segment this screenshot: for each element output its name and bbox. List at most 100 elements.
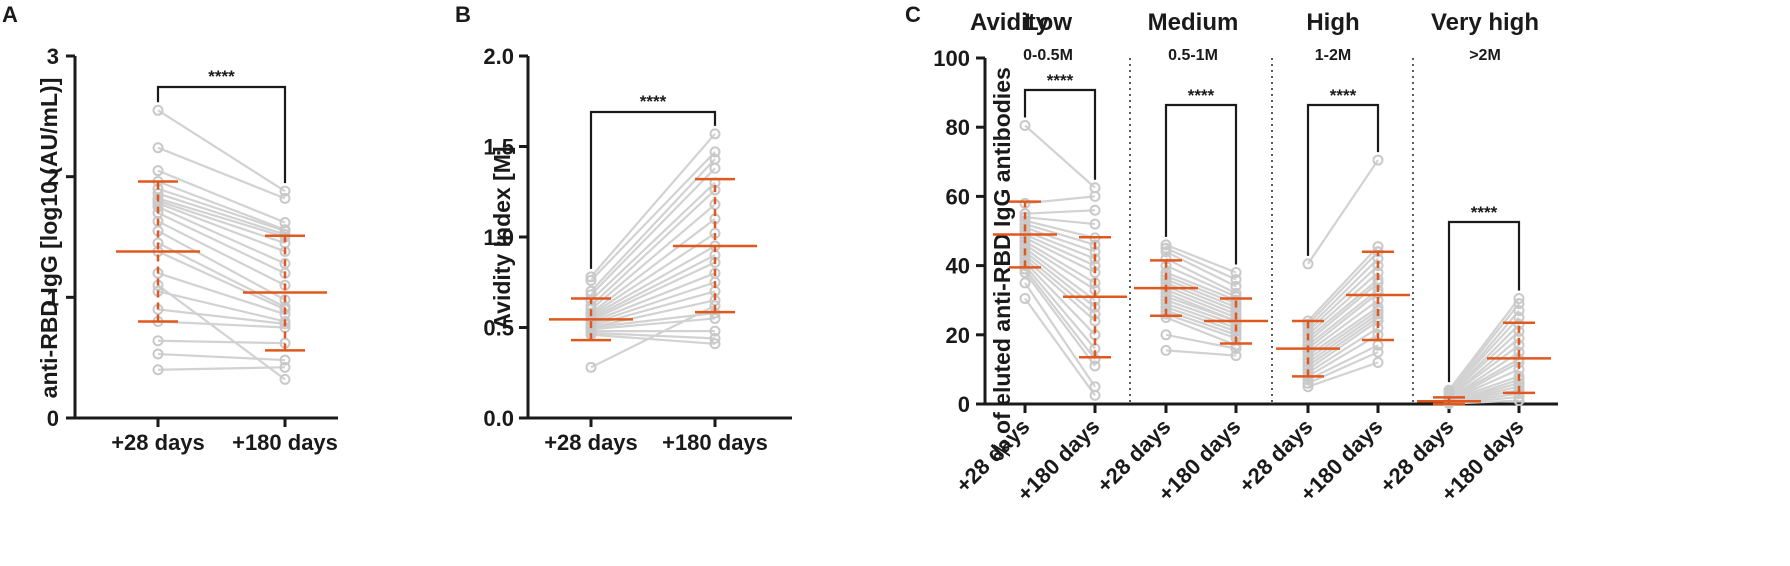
panel-c-low-pair-line [1024, 247, 1096, 302]
panel-a-point-t1 [152, 348, 164, 360]
panel-c-ylabel: % of eluted anti-RBD IgG antibodies [989, 67, 1015, 461]
panel-b-point-t2 [709, 128, 721, 140]
panel-b-pair-line [590, 304, 716, 369]
panel-c-medium-pair-line [1165, 250, 1237, 288]
panel-b-ytick-label: 2.0 [483, 44, 514, 69]
panel-c-high-pair-line [1307, 282, 1379, 343]
panel-c-low-point-t2 [1089, 389, 1101, 401]
panel-c-high-pair-line [1307, 271, 1379, 336]
panel-b-point-t2 [709, 332, 721, 344]
panel-c-high-point-t2 [1372, 346, 1384, 358]
panel-c-low-point-t2 [1089, 204, 1101, 216]
panel-c-medium-pair-line [1165, 264, 1237, 298]
panel-c-header-label: Avidity [970, 9, 1050, 36]
panel-a-ytick-label: 1 [47, 285, 59, 310]
panel-c-low-pair-line [1024, 282, 1096, 388]
panel-c-low-pair-line [1024, 261, 1096, 336]
panel-c-group-title: High [1306, 9, 1359, 36]
panel-a-pair-line [157, 272, 286, 316]
panel-a-point-t2 [279, 361, 291, 373]
panel-c-low-pair-line [1024, 219, 1096, 239]
panel-c-low-pair-line [1024, 254, 1096, 315]
panel-c-group-range: 0.5-1M [1168, 47, 1218, 64]
panel-c-low-significance-bracket [1023, 88, 1097, 180]
panel-c-low-pair-line [1024, 236, 1096, 274]
panel-a-pair-line [157, 220, 286, 287]
panel-b-pair-line [590, 203, 716, 311]
panel-c-high-significance-bracket [1306, 103, 1380, 256]
panel-c-low-pair-line [1024, 209, 1096, 215]
panel-c-very-high-point-t2 [1513, 384, 1525, 396]
panel-a-point-t2 [279, 354, 291, 366]
panel-a-pair-line [157, 169, 286, 224]
panel-c-group-title: Very high [1431, 9, 1539, 36]
panel-c-low-pair-line [1024, 268, 1096, 360]
panel-c-medium-pair-line [1165, 302, 1237, 329]
panel-c-medium-point-t1 [1160, 239, 1172, 251]
panel-a-pair-line [157, 284, 286, 381]
panel-c-very-high-pair-line [1448, 330, 1520, 397]
panel-c-low-point-t1 [1019, 292, 1031, 304]
panel-c-low-pair-line [1024, 240, 1096, 284]
panel-a-pair-line [157, 187, 286, 233]
panel-b-point-t2 [709, 162, 721, 174]
panel-c-medium-pair-line [1165, 333, 1237, 350]
panel-c-high-pair-line [1307, 344, 1379, 381]
panel-c-medium-point-t2 [1230, 267, 1242, 279]
panel-c-medium-pair-line [1165, 278, 1237, 309]
panel-b-pair-line [590, 299, 716, 329]
panel-c-high-pair-line [1307, 288, 1379, 347]
panel-a-pair-line [157, 180, 286, 231]
panel-a-pair-line [157, 366, 286, 371]
panel-c-low-point-t2 [1089, 239, 1101, 251]
panel-b-pair-line [590, 167, 716, 296]
panel-a-pair-line [157, 192, 286, 236]
panel-c-low-pair-line [1024, 257, 1096, 322]
panel-a-pair-line [157, 199, 286, 245]
panel-a-point-t1 [152, 142, 164, 154]
panel-c-low-point-t2 [1089, 253, 1101, 265]
panel-b-pair-line [590, 333, 716, 345]
panel-a-point-t2 [279, 185, 291, 197]
panel-a-pair-line [157, 109, 286, 193]
panel-b-point-t1 [585, 361, 597, 373]
panel-c-very-high-point-t2 [1513, 395, 1525, 407]
panel-c-group-range: 0-0.5M [1023, 47, 1073, 64]
panel-c-medium-pair-line [1165, 285, 1237, 316]
panel-c-high-pair-line [1307, 351, 1379, 385]
panel-c-medium-pair-line [1165, 295, 1237, 322]
panel-c-low-pair-line [1024, 223, 1096, 246]
panel-b-pair-line [590, 245, 716, 318]
panel-c-medium-significance-bracket [1164, 103, 1238, 265]
panel-c-medium-point-t2 [1230, 280, 1242, 292]
panel-b-category-label: +180 days [662, 430, 768, 455]
panel-c-medium-significance-label: **** [1188, 86, 1215, 105]
panel-c-medium-point-t1 [1160, 294, 1172, 306]
panel-c-low-point-t1 [1019, 222, 1031, 234]
panel-c-low-point-t2 [1089, 360, 1101, 372]
panel-c-low-pair-line [1024, 243, 1096, 291]
panel-b-significance-bracket [589, 110, 717, 269]
panel-c-high-pair-line [1307, 316, 1379, 367]
panel-c-very-high-pair-line [1448, 302, 1520, 393]
panel-c-high-pair-line [1307, 159, 1379, 265]
panel-a-pair-line [157, 250, 286, 311]
panel-c-low-pair-line [1024, 271, 1096, 367]
panel-c-low-point-t1 [1019, 119, 1031, 131]
panel-c-low-pair-line [1024, 264, 1096, 350]
panel-a-pair-line [157, 339, 286, 345]
panel-a-pair-line [157, 290, 286, 323]
panel-c-low-point-t1 [1019, 197, 1031, 209]
panel-b-significance-label: **** [640, 92, 667, 111]
panel-c-high-point-t1 [1302, 381, 1314, 393]
panel-b-pair-line [590, 189, 716, 307]
panel-c-high-significance-label: **** [1330, 86, 1357, 105]
panel-letter-c: C [905, 2, 921, 27]
panel-b-pair-line [590, 261, 716, 322]
panel-c-low-pair-line [1024, 233, 1096, 267]
panel-c-high-point-t2 [1372, 154, 1384, 166]
panel-c-group-title: Low [1024, 9, 1072, 36]
panel-b-point-t1 [585, 271, 597, 283]
panel-c-medium-pair-line [1165, 247, 1237, 281]
panel-c-medium-pair-line [1165, 257, 1237, 295]
